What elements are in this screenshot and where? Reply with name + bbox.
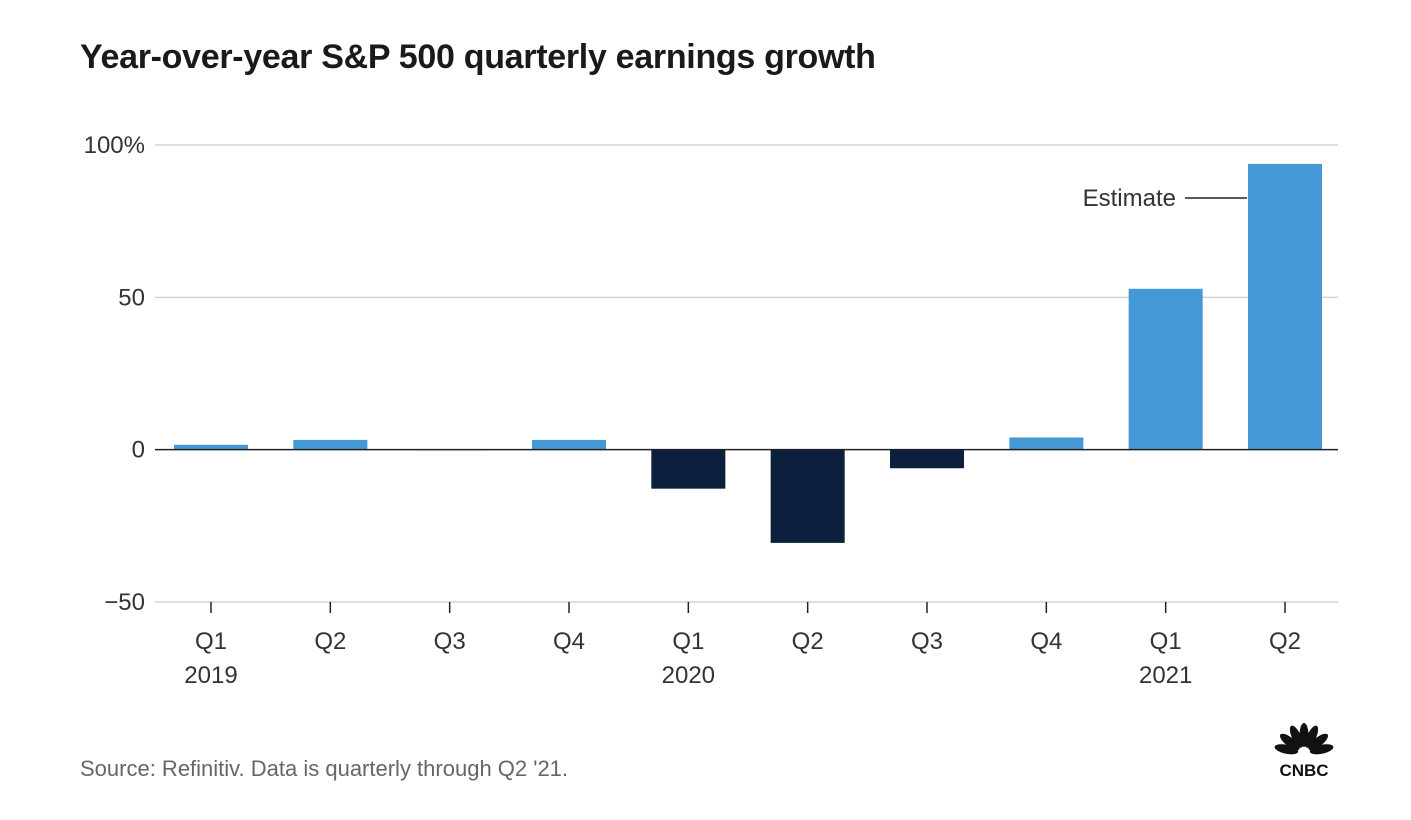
x-tick-label: Q4 (553, 628, 585, 655)
x-tick-label: Q4 (1030, 628, 1062, 655)
cnbc-logo: CNBC (1274, 723, 1334, 780)
y-tick-label: 50 (118, 284, 145, 311)
bars (174, 163, 1322, 543)
x-tick-label: Q1 (195, 628, 227, 655)
x-tick-label: Q2 (1269, 628, 1301, 655)
bar-4 (532, 439, 606, 450)
x-year-label: 2021 (1139, 662, 1192, 689)
x-tick-label: Q2 (792, 628, 824, 655)
x-tick-label: Q1 (1150, 628, 1182, 655)
tick-labels: 100% 50 0 −50 Q1 2019 Q2 Q3 Q4 Q1 2020 Q2 Q3 Q4 Q1 2021… (84, 132, 1301, 689)
chart-title: Year-over-year S&P 500 quarterly earning… (80, 38, 876, 76)
annotations: Estimate (1083, 185, 1247, 212)
y-tick-label: −50 (104, 589, 145, 616)
x-year-label: 2019 (184, 662, 237, 689)
x-year-label: 2020 (662, 662, 715, 689)
bar-7 (890, 449, 964, 469)
bar-1 (174, 444, 248, 450)
source-note: Source: Refinitiv. Data is quarterly thr… (80, 756, 569, 781)
peacock-icon (1274, 723, 1334, 755)
bar-9 (1128, 288, 1203, 450)
y-tick-label: 100% (84, 132, 145, 159)
x-tick-label: Q1 (672, 628, 704, 655)
x-tick-label: Q3 (911, 628, 943, 655)
x-tick-label: Q2 (314, 628, 346, 655)
bar-5 (651, 449, 726, 489)
x-tick-label: Q3 (434, 628, 466, 655)
bar-2 (293, 439, 368, 450)
axes (155, 448, 1338, 613)
y-tick-label: 0 (132, 437, 145, 464)
bar-6 (770, 449, 845, 543)
bar-8 (1009, 437, 1084, 450)
bar-10 (1248, 163, 1322, 450)
cnbc-wordmark: CNBC (1279, 761, 1328, 780)
annotation-label: Estimate (1083, 185, 1176, 212)
bar-chart: 100% 50 0 −50 Q1 2019 Q2 Q3 Q4 Q1 2020 Q2 Q3 Q4 Q1 2021… (84, 132, 1338, 689)
